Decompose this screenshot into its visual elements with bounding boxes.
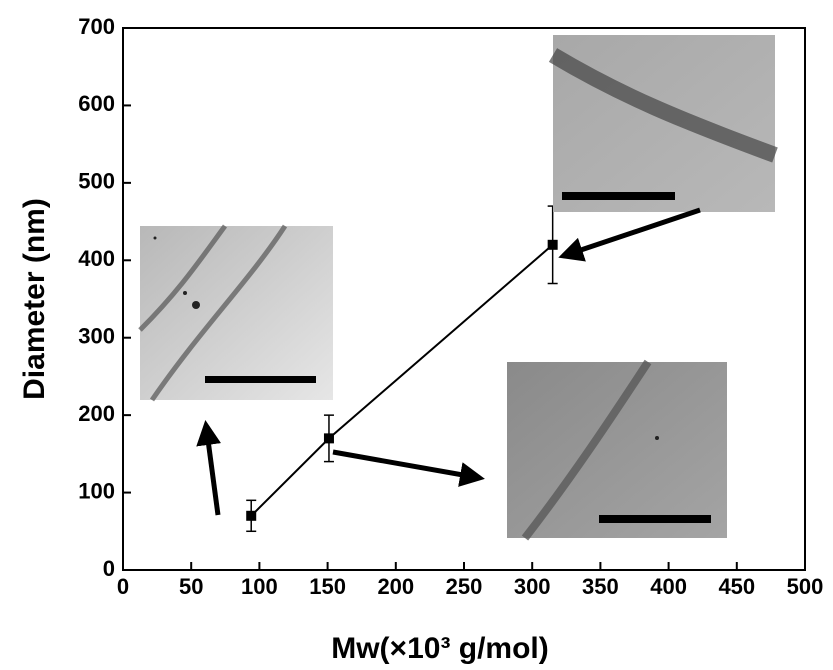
y-tick-label: 300 bbox=[78, 324, 115, 349]
data-point bbox=[246, 511, 256, 521]
x-tick-label: 350 bbox=[582, 574, 619, 599]
x-tick-label: 0 bbox=[117, 574, 129, 599]
x-tick-label: 300 bbox=[514, 574, 551, 599]
chart: Mw(×10³ g/mol) Diameter (nm) 0 50 100 150 20… bbox=[0, 0, 833, 670]
x-tick-label: 250 bbox=[446, 574, 483, 599]
inset-image bbox=[553, 35, 775, 212]
x-tick-label: 400 bbox=[650, 574, 687, 599]
x-tick-label: 150 bbox=[309, 574, 346, 599]
y-axis-title: Diameter (nm) bbox=[18, 198, 51, 400]
x-axis-title: Mw(×10³ g/mol) bbox=[331, 632, 549, 665]
data-point bbox=[548, 240, 558, 250]
x-tick-label: 450 bbox=[718, 574, 755, 599]
inset-image bbox=[140, 226, 333, 400]
inset-image bbox=[507, 362, 727, 538]
data-point bbox=[324, 433, 334, 443]
x-tick-label: 50 bbox=[179, 574, 203, 599]
y-tick-label: 600 bbox=[78, 91, 115, 116]
y-tick-label: 700 bbox=[78, 14, 115, 39]
x-tick-label: 500 bbox=[787, 574, 824, 599]
y-tick-label: 500 bbox=[78, 169, 115, 194]
x-tick-label: 200 bbox=[377, 574, 414, 599]
y-tick-label: 0 bbox=[103, 556, 115, 581]
y-tick-label: 200 bbox=[78, 401, 115, 426]
x-tick-label: 100 bbox=[241, 574, 278, 599]
y-tick-label: 100 bbox=[78, 478, 115, 503]
y-tick-label: 400 bbox=[78, 246, 115, 271]
